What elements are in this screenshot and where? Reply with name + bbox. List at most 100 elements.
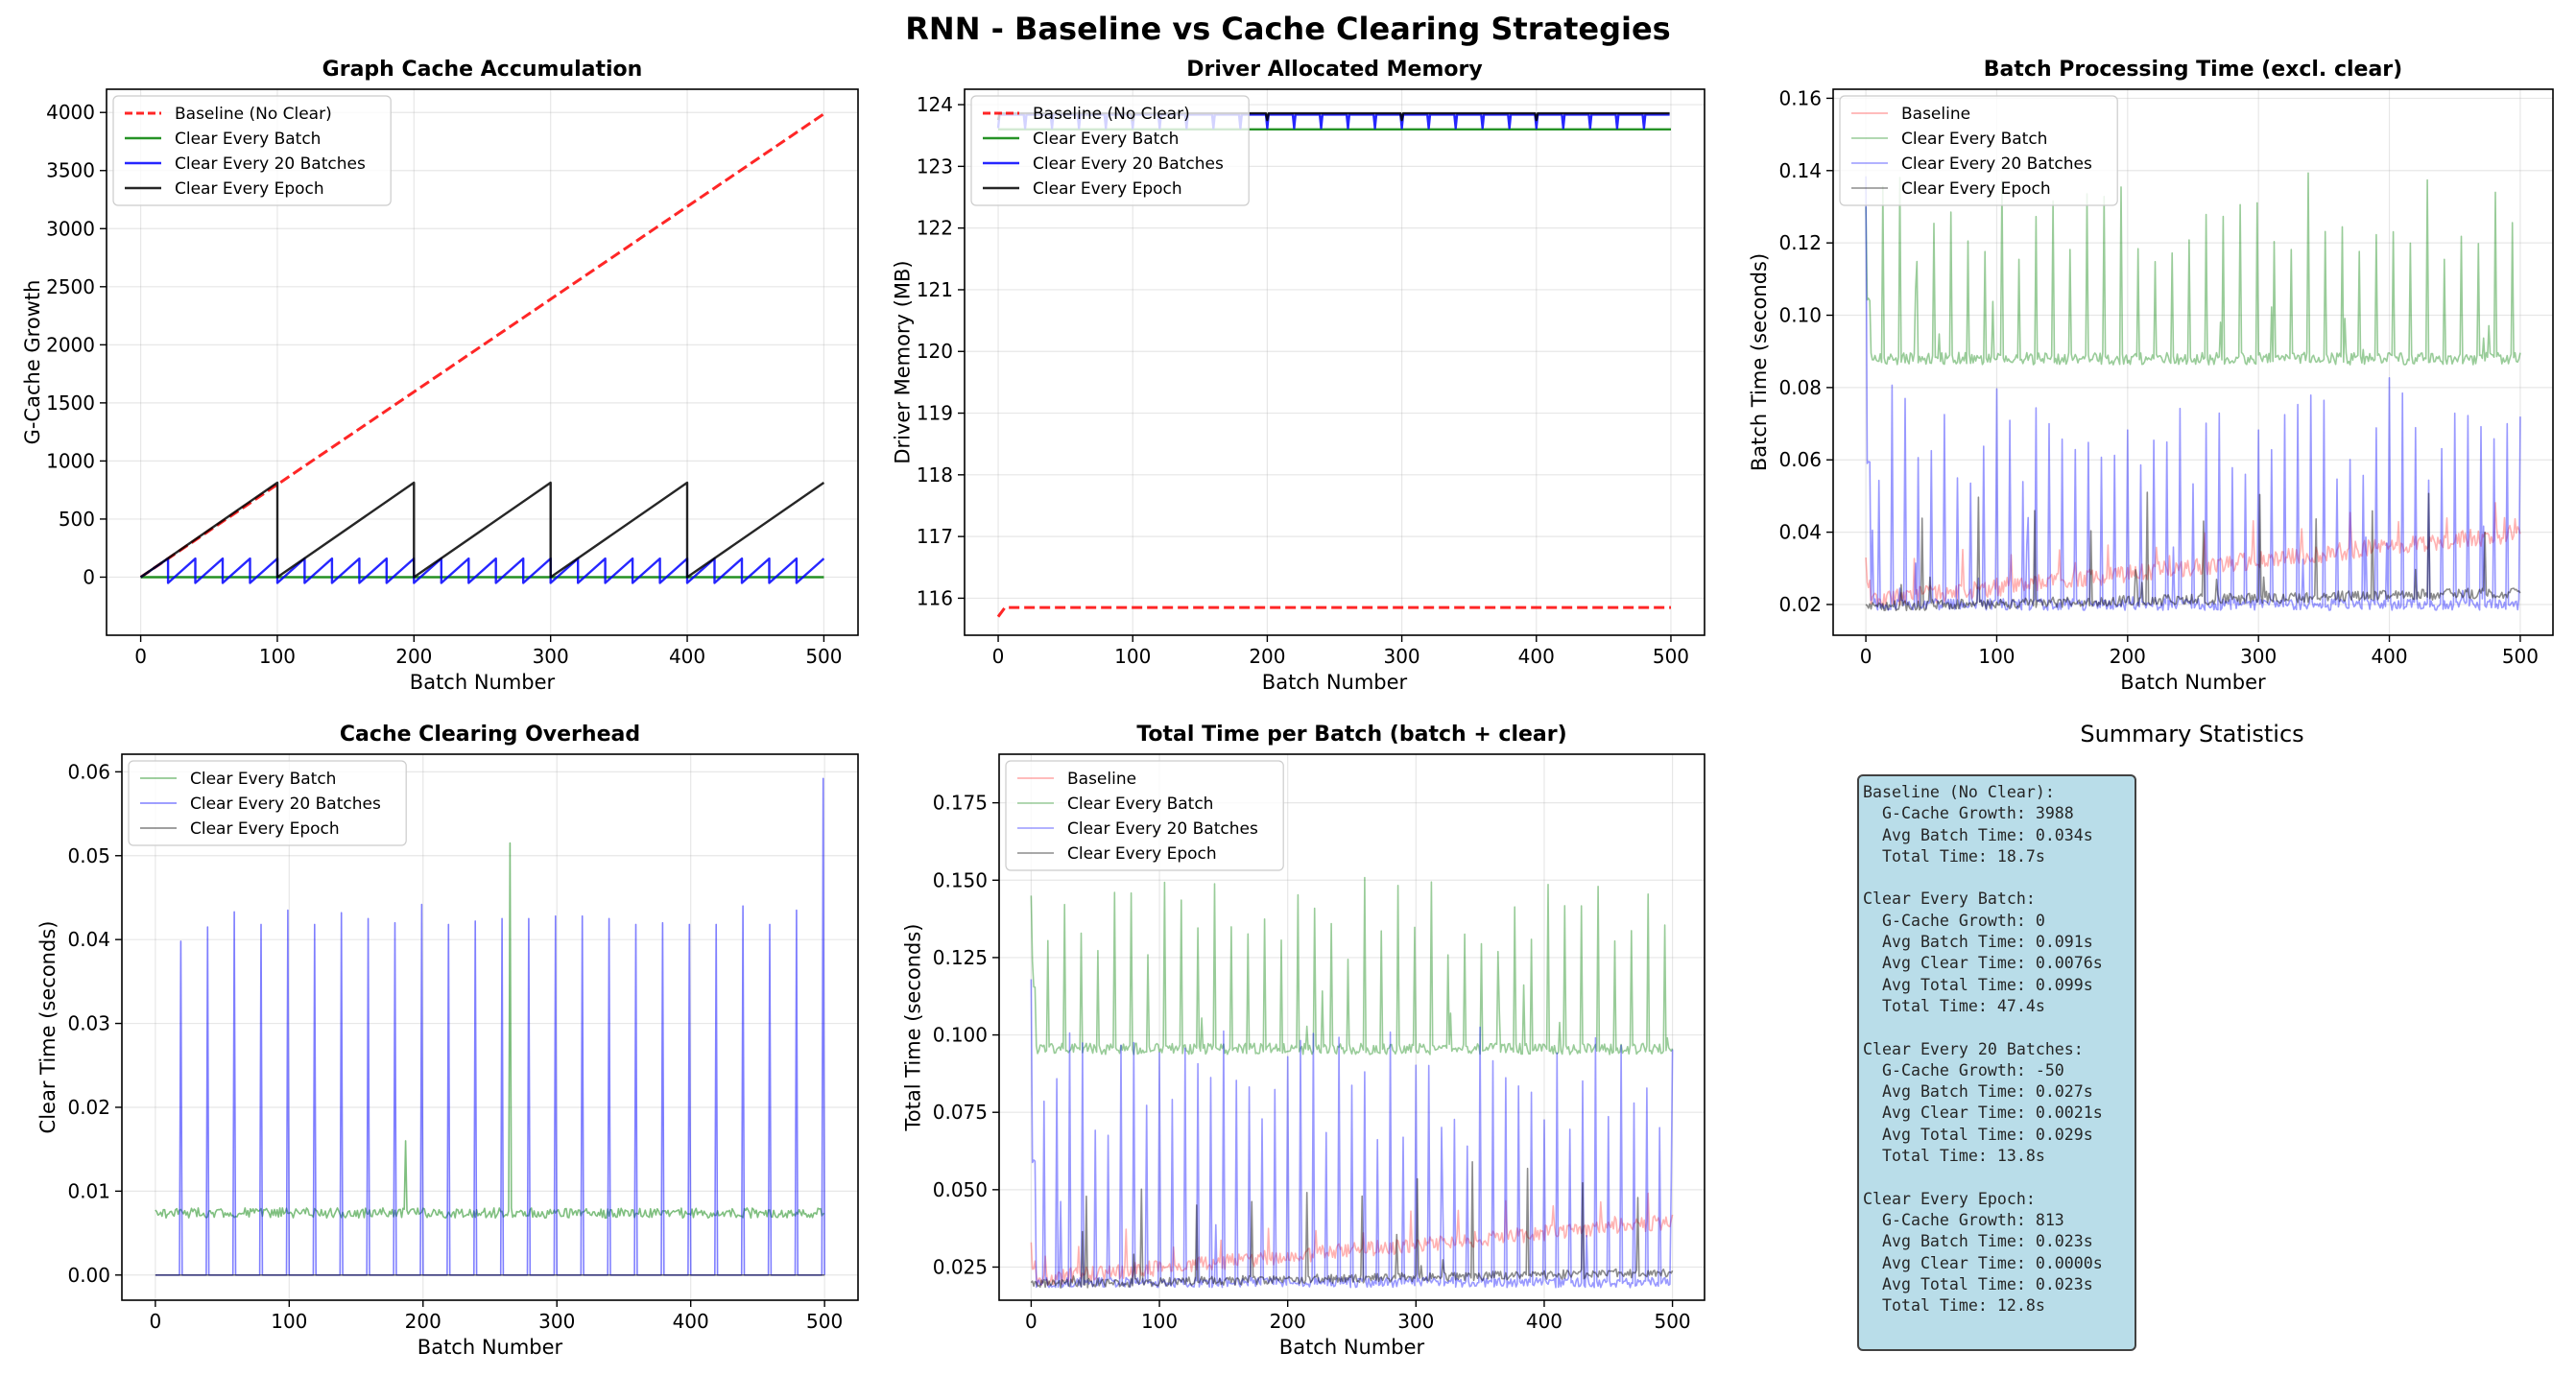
summary-line: G-Cache Growth: 3988 bbox=[1863, 804, 2074, 823]
legend: Baseline (No Clear) Clear Every Batch Clea… bbox=[112, 95, 392, 206]
x-tick-label: 0 bbox=[149, 1310, 161, 1333]
y-tick-label: 0.10 bbox=[1778, 304, 1822, 327]
series-clear-every-20-batches bbox=[155, 777, 825, 1276]
legend-label: Clear Every Epoch bbox=[1901, 179, 2051, 199]
x-axis-label: Batch Number bbox=[1279, 1336, 1425, 1359]
chart-title: Total Time per Batch (batch + clear) bbox=[1136, 723, 1566, 747]
figure-title: RNN - Baseline vs Cache Clearing Strateg… bbox=[905, 11, 1670, 47]
y-tick-label: 0.12 bbox=[1778, 231, 1822, 254]
y-axis-label: Clear Time (seconds) bbox=[36, 921, 60, 1134]
summary-line: Avg Batch Time: 0.091s bbox=[1863, 933, 2093, 952]
y-tick-label: 0.03 bbox=[67, 1012, 110, 1035]
y-tick-label: 124 bbox=[917, 93, 953, 116]
x-tick-label: 200 bbox=[405, 1310, 441, 1333]
chart-title: Cache Clearing Overhead bbox=[340, 723, 640, 747]
y-tick-label: 4000 bbox=[46, 101, 95, 124]
summary-line: Avg Clear Time: 0.0000s bbox=[1863, 1253, 2103, 1272]
summary-line: Clear Every Epoch: bbox=[1863, 1189, 2036, 1208]
legend-box bbox=[112, 95, 392, 206]
y-tick-label: 117 bbox=[917, 525, 953, 548]
series-clear-every-batch bbox=[155, 842, 825, 1220]
plot-frame bbox=[1832, 88, 2554, 636]
legend-box bbox=[970, 95, 1250, 206]
plot-frame bbox=[121, 753, 859, 1301]
series-clear-every-20-batches bbox=[1865, 176, 2521, 611]
chart-p1: 0 100 200 300 400 500 0 500 1000 1500 2000 2500 3000… bbox=[21, 58, 859, 694]
x-tick-label: 300 bbox=[1397, 1310, 1434, 1333]
x-axis-label: Batch Number bbox=[410, 671, 556, 694]
summary-line: Avg Total Time: 0.029s bbox=[1863, 1125, 2093, 1144]
legend-box bbox=[128, 760, 407, 846]
y-axis-label: G-Cache Growth bbox=[21, 280, 44, 445]
x-tick-label: 100 bbox=[259, 645, 296, 668]
y-tick-label: 121 bbox=[917, 278, 953, 301]
y-tick-label: 116 bbox=[917, 586, 953, 609]
summary-gap bbox=[1863, 1167, 2131, 1188]
chart-title: Batch Processing Time (excl. clear) bbox=[1984, 58, 2402, 82]
x-axis-label: Batch Number bbox=[1262, 671, 1408, 694]
chart-title: Driver Allocated Memory bbox=[1186, 58, 1482, 82]
plot-frame bbox=[998, 753, 1705, 1301]
series-clear-every-20-batches bbox=[139, 557, 825, 584]
y-tick-label: 0.05 bbox=[67, 844, 110, 867]
summary-line: G-Cache Growth: -50 bbox=[1863, 1060, 2064, 1079]
x-tick-label: 400 bbox=[2371, 645, 2407, 668]
summary-line: Avg Batch Time: 0.027s bbox=[1863, 1082, 2093, 1102]
y-tick-label: 0.025 bbox=[933, 1255, 988, 1278]
x-tick-label: 500 bbox=[805, 645, 842, 668]
x-axis-label: Batch Number bbox=[2120, 671, 2266, 694]
legend: Baseline Clear Every Batch Clear Every 20 … bbox=[1005, 760, 1284, 871]
x-tick-label: 200 bbox=[1270, 1310, 1306, 1333]
summary-line: Avg Batch Time: 0.034s bbox=[1863, 825, 2093, 844]
y-tick-label: 0.16 bbox=[1778, 86, 1822, 109]
x-tick-label: 100 bbox=[271, 1310, 307, 1333]
legend-label: Clear Every Batch bbox=[1901, 130, 2047, 149]
y-tick-label: 0.175 bbox=[933, 792, 988, 815]
chart-p4: 0 100 200 300 400 500 0.00 0.01 0.02 0.03 0.04 0.05… bbox=[36, 723, 859, 1359]
y-tick-label: 3000 bbox=[46, 217, 95, 240]
legend: Clear Every Batch Clear Every 20 Batches C… bbox=[128, 760, 407, 846]
y-tick-label: 3500 bbox=[46, 159, 95, 182]
legend-label: Clear Every Batch bbox=[175, 130, 321, 149]
x-tick-label: 200 bbox=[1249, 645, 1285, 668]
legend-label: Baseline (No Clear) bbox=[175, 105, 332, 124]
y-tick-label: 2000 bbox=[46, 333, 95, 356]
summary-line: Avg Clear Time: 0.0021s bbox=[1863, 1103, 2103, 1123]
summary-line: Avg Batch Time: 0.023s bbox=[1863, 1232, 2093, 1251]
x-tick-label: 300 bbox=[533, 645, 569, 668]
y-tick-label: 0 bbox=[83, 565, 95, 588]
x-axis-label: Batch Number bbox=[417, 1336, 563, 1359]
x-tick-label: 500 bbox=[1653, 645, 1689, 668]
y-axis-label: Batch Time (seconds) bbox=[1748, 253, 1771, 471]
summary-gap bbox=[1863, 867, 2131, 889]
y-tick-label: 0.02 bbox=[67, 1096, 110, 1119]
legend-box bbox=[1005, 760, 1284, 871]
x-tick-label: 400 bbox=[1518, 645, 1555, 668]
x-tick-label: 300 bbox=[1383, 645, 1419, 668]
legend-label: Baseline bbox=[1901, 105, 1970, 124]
x-tick-label: 0 bbox=[1860, 645, 1872, 668]
y-tick-label: 123 bbox=[917, 154, 953, 178]
series-clear-every-epoch bbox=[139, 481, 825, 579]
legend-label: Clear Every Epoch bbox=[190, 819, 340, 839]
plot-frame bbox=[106, 88, 859, 636]
summary-line: G-Cache Growth: 0 bbox=[1863, 911, 2045, 930]
y-tick-label: 1000 bbox=[46, 449, 95, 472]
y-tick-label: 500 bbox=[59, 508, 95, 531]
y-tick-label: 0.14 bbox=[1778, 159, 1822, 182]
x-tick-label: 0 bbox=[1025, 1310, 1038, 1333]
legend-label: Clear Every 20 Batches bbox=[1033, 154, 1224, 174]
y-tick-label: 120 bbox=[917, 340, 953, 363]
series-clear-every-epoch bbox=[1865, 491, 2521, 611]
summary-line: Avg Total Time: 0.099s bbox=[1863, 975, 2093, 994]
y-tick-label: 119 bbox=[917, 402, 953, 425]
chart-p5: 0 100 200 300 400 500 0.025 0.050 0.075 0.100 0.12… bbox=[902, 723, 1705, 1359]
series-baseline bbox=[1865, 502, 2521, 606]
legend-label: Clear Every Epoch bbox=[1033, 179, 1182, 199]
series-clear-every-epoch bbox=[1030, 1161, 1674, 1289]
summary-line: Clear Every 20 Batches: bbox=[1863, 1039, 2084, 1058]
legend: Baseline (No Clear) Clear Every Batch Clea… bbox=[970, 95, 1250, 206]
legend-label: Clear Every Batch bbox=[1067, 795, 1213, 814]
y-tick-label: 0.08 bbox=[1778, 376, 1822, 399]
summary-line: Total Time: 12.8s bbox=[1863, 1296, 2045, 1316]
